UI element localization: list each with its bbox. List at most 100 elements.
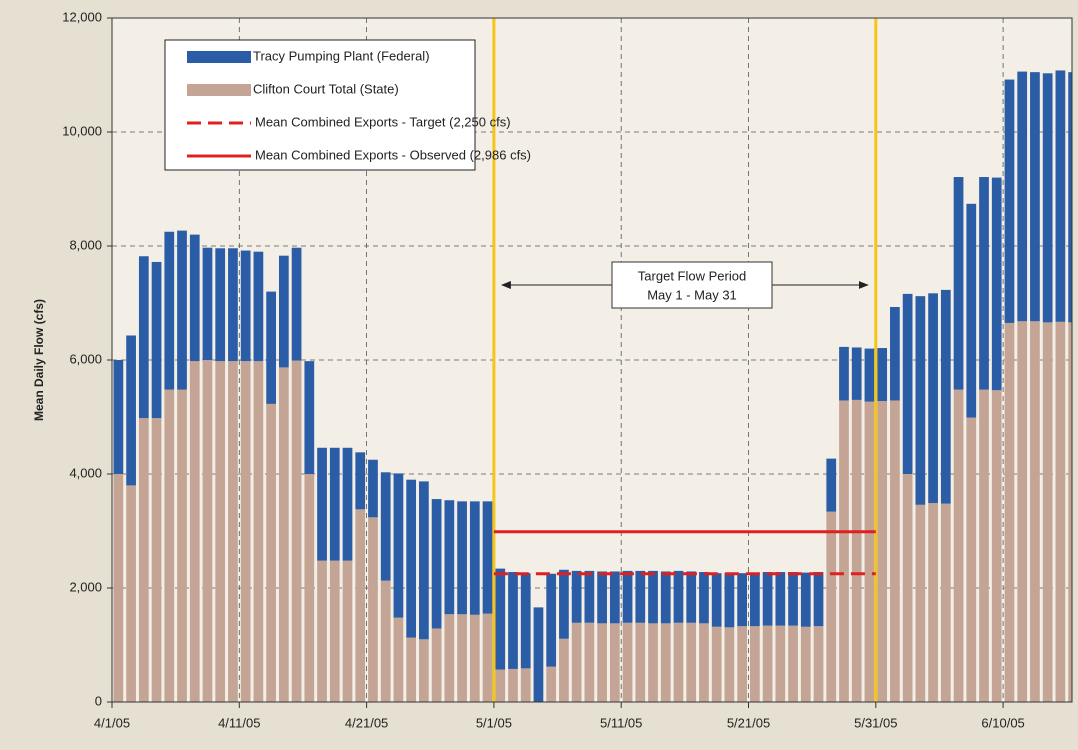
legend-label: Tracy Pumping Plant (Federal) xyxy=(253,48,430,63)
bar-segment xyxy=(864,401,875,702)
bar-segment xyxy=(775,572,786,626)
bar-segment xyxy=(991,390,1002,702)
x-tick-label: 5/1/05 xyxy=(476,715,512,730)
bar-segment xyxy=(890,306,900,401)
bar-segment xyxy=(635,622,646,702)
bar-segment xyxy=(673,570,684,623)
bar-segment xyxy=(609,623,620,702)
x-tick-label: 4/21/05 xyxy=(345,715,388,730)
bar-segment xyxy=(699,623,709,702)
bar-segment xyxy=(126,335,136,486)
x-tick-label: 5/21/05 xyxy=(727,715,770,730)
bar-segment xyxy=(393,473,404,618)
period-label-box xyxy=(611,261,773,309)
bar-segment xyxy=(928,293,938,504)
bar-segment xyxy=(138,418,149,702)
bar-segment xyxy=(686,622,697,702)
x-tick-label: 6/10/05 xyxy=(981,715,1024,730)
bar-segment xyxy=(164,389,175,702)
bar-segment xyxy=(533,607,544,702)
bar-segment xyxy=(571,622,582,702)
x-tick-label: 5/31/05 xyxy=(854,715,897,730)
bar-segment xyxy=(622,622,633,702)
bar-segment xyxy=(660,571,671,624)
bar-segment xyxy=(380,580,391,702)
bar-segment xyxy=(584,570,595,623)
bar-segment xyxy=(1017,71,1028,322)
bar-segment xyxy=(737,626,747,702)
bar-segment xyxy=(342,560,353,702)
bar-segment xyxy=(711,573,722,627)
bar-segment xyxy=(520,668,531,702)
bar-segment xyxy=(113,474,124,702)
bar-segment xyxy=(839,400,849,702)
bar-segment xyxy=(151,418,162,702)
bar-segment xyxy=(266,403,276,702)
bar-segment xyxy=(253,361,264,702)
bar-segment xyxy=(826,458,837,512)
bar-segment xyxy=(762,572,773,626)
bar-segment xyxy=(1055,321,1066,702)
bar-segment xyxy=(278,367,289,702)
bar-segment xyxy=(317,560,327,702)
bar-segment xyxy=(469,501,480,615)
bar-segment xyxy=(215,361,226,702)
bar-segment xyxy=(520,573,531,669)
y-tick-label: 0 xyxy=(95,693,102,708)
bar-segment xyxy=(329,447,340,561)
bar-segment xyxy=(1004,79,1015,323)
bar-segment xyxy=(750,572,760,627)
y-tick-label: 10,000 xyxy=(62,123,102,138)
bar-segment xyxy=(329,560,340,702)
bar-segment xyxy=(482,613,493,702)
bar-segment xyxy=(266,291,276,404)
bar-segment xyxy=(597,623,607,702)
bar-segment xyxy=(762,625,773,702)
bar-segment xyxy=(406,637,417,702)
bar-segment xyxy=(750,626,760,702)
period-label: Target Flow Period xyxy=(638,268,746,283)
bar-segment xyxy=(546,666,557,702)
bar-segment xyxy=(240,361,251,702)
bar-segment xyxy=(660,623,671,702)
bar-segment xyxy=(419,481,429,640)
bar-segment xyxy=(278,255,289,368)
bar-segment xyxy=(686,571,697,623)
bar-segment xyxy=(915,296,926,505)
bar-segment xyxy=(317,447,327,561)
bar-segment xyxy=(890,400,900,702)
bar-segment xyxy=(800,572,811,627)
legend-swatch xyxy=(187,51,251,63)
bar-segment xyxy=(202,360,213,702)
y-axis-title: Mean Daily Flow (cfs) xyxy=(32,299,46,421)
x-tick-label: 5/11/05 xyxy=(600,715,642,730)
bar-segment xyxy=(826,511,837,702)
legend-swatch xyxy=(187,84,251,96)
bar-segment xyxy=(457,614,467,702)
bar-segment xyxy=(648,623,658,702)
bar-segment xyxy=(291,247,302,361)
legend-label: Mean Combined Exports - Observed (2,986 … xyxy=(255,147,531,162)
bar-segment xyxy=(622,570,633,623)
bar-segment xyxy=(177,230,187,390)
bar-segment xyxy=(215,248,226,362)
period-label: May 1 - May 31 xyxy=(647,287,737,302)
bar-segment xyxy=(788,572,798,626)
bar-segment xyxy=(355,452,366,510)
bar-segment xyxy=(189,234,200,362)
bar-segment xyxy=(1042,322,1053,702)
bar-segment xyxy=(240,250,251,362)
bar-segment xyxy=(724,573,735,628)
bar-segment xyxy=(291,360,302,702)
bar-segment xyxy=(584,622,595,702)
bar-segment xyxy=(1042,73,1053,323)
bar-segment xyxy=(877,348,888,402)
bar-segment xyxy=(699,572,709,624)
bar-segment xyxy=(482,501,493,614)
bar-segment xyxy=(775,625,786,702)
bar-segment xyxy=(431,628,442,702)
bar-segment xyxy=(444,614,455,702)
bar-segment xyxy=(1055,70,1066,322)
bar-segment xyxy=(813,572,824,627)
bar-segment xyxy=(711,626,722,702)
